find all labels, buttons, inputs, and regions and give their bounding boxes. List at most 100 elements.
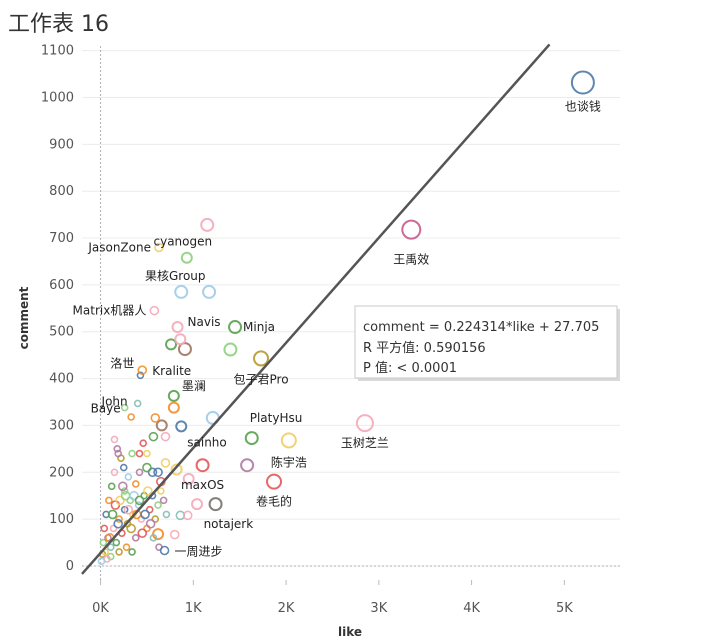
- sheet-title: 工作表 16: [8, 12, 109, 37]
- data-point[interactable]: [177, 342, 192, 357]
- data-point-labeled[interactable]: [136, 371, 145, 380]
- data-point-labeled[interactable]: [149, 305, 160, 316]
- data-point[interactable]: [129, 490, 139, 501]
- data-point[interactable]: [99, 538, 108, 547]
- data-point[interactable]: [134, 495, 145, 506]
- data-point[interactable]: [126, 523, 136, 534]
- data-point[interactable]: [169, 529, 180, 540]
- data-point[interactable]: [162, 510, 171, 519]
- data-point-labeled[interactable]: [167, 389, 180, 402]
- data-point-labeled[interactable]: [244, 431, 259, 446]
- data-point[interactable]: [165, 338, 178, 351]
- data-point[interactable]: [132, 534, 140, 542]
- data-point[interactable]: [120, 490, 131, 501]
- data-point[interactable]: [143, 486, 153, 496]
- data-point[interactable]: [182, 510, 193, 521]
- point-label: 陈宇浩: [271, 454, 307, 469]
- data-point[interactable]: [105, 496, 113, 505]
- data-point[interactable]: [115, 515, 123, 523]
- data-point-labeled[interactable]: [120, 403, 129, 412]
- data-point[interactable]: [109, 524, 118, 533]
- data-point[interactable]: [182, 472, 195, 485]
- data-point[interactable]: [200, 217, 215, 232]
- data-point[interactable]: [143, 449, 151, 458]
- data-point[interactable]: [113, 518, 123, 529]
- data-point[interactable]: [139, 439, 148, 448]
- data-point-labeled[interactable]: [154, 242, 164, 253]
- data-point[interactable]: [115, 548, 123, 556]
- data-point-labeled[interactable]: [180, 251, 193, 264]
- data-point[interactable]: [137, 528, 148, 538]
- data-point[interactable]: [167, 401, 180, 414]
- data-point-labeled[interactable]: [355, 414, 374, 433]
- y-axis-title: comment: [17, 286, 31, 349]
- data-point-labeled[interactable]: [570, 70, 595, 95]
- data-point-labeled[interactable]: [266, 473, 283, 490]
- data-point[interactable]: [191, 498, 204, 511]
- data-point[interactable]: [148, 431, 159, 442]
- data-point[interactable]: [122, 543, 131, 552]
- data-point[interactable]: [110, 500, 121, 510]
- data-point[interactable]: [151, 515, 160, 523]
- data-point[interactable]: [119, 463, 128, 472]
- data-point[interactable]: [127, 413, 135, 421]
- data-point[interactable]: [107, 482, 116, 491]
- y-tick-label: 300: [49, 418, 74, 433]
- data-point[interactable]: [145, 518, 156, 529]
- data-point[interactable]: [145, 505, 154, 514]
- data-point[interactable]: [128, 449, 136, 458]
- data-point-labeled[interactable]: [280, 432, 297, 449]
- data-point[interactable]: [128, 548, 136, 556]
- data-point[interactable]: [132, 480, 140, 488]
- data-point[interactable]: [110, 435, 119, 444]
- data-point[interactable]: [160, 431, 171, 442]
- point-label: 果核Group: [145, 269, 206, 283]
- data-point-labeled[interactable]: [137, 365, 148, 375]
- data-point-labeled[interactable]: [175, 420, 188, 433]
- data-point[interactable]: [159, 496, 168, 505]
- data-point[interactable]: [153, 467, 163, 478]
- data-point[interactable]: [240, 458, 255, 473]
- data-point[interactable]: [157, 487, 165, 495]
- data-point[interactable]: [114, 449, 122, 458]
- data-point[interactable]: [118, 481, 128, 492]
- data-point[interactable]: [135, 468, 144, 477]
- data-point[interactable]: [115, 495, 125, 506]
- data-point-labeled[interactable]: [195, 458, 210, 473]
- data-point[interactable]: [123, 504, 134, 515]
- data-point[interactable]: [152, 528, 165, 541]
- data-point[interactable]: [160, 458, 171, 468]
- data-point[interactable]: [124, 473, 133, 481]
- data-point[interactable]: [135, 449, 144, 458]
- x-tick-label: 0K: [92, 601, 109, 616]
- data-point-labeled[interactable]: [174, 284, 189, 299]
- data-point[interactable]: [97, 557, 106, 566]
- data-point[interactable]: [107, 509, 118, 520]
- data-point[interactable]: [120, 487, 129, 495]
- data-point-labeled[interactable]: [253, 350, 270, 367]
- data-point[interactable]: [170, 463, 183, 476]
- data-point-labeled[interactable]: [133, 399, 142, 408]
- data-point[interactable]: [149, 534, 158, 542]
- point-label: Navis: [188, 315, 221, 329]
- data-point-labeled[interactable]: [208, 497, 223, 512]
- data-point[interactable]: [113, 445, 122, 453]
- data-point[interactable]: [154, 501, 162, 509]
- data-point[interactable]: [202, 284, 217, 299]
- trend-line[interactable]: [81, 43, 551, 575]
- data-point[interactable]: [140, 509, 150, 520]
- data-point[interactable]: [142, 462, 152, 473]
- data-point[interactable]: [155, 419, 168, 432]
- data-point[interactable]: [223, 342, 238, 357]
- data-point[interactable]: [100, 524, 109, 533]
- data-point-labeled[interactable]: [228, 320, 243, 335]
- data-point[interactable]: [110, 468, 119, 477]
- data-point-labeled[interactable]: [401, 219, 422, 240]
- data-point[interactable]: [112, 538, 121, 547]
- data-point[interactable]: [174, 333, 187, 346]
- data-point-labeled[interactable]: [159, 545, 170, 556]
- data-point-labeled[interactable]: [171, 321, 184, 334]
- data-point[interactable]: [106, 543, 115, 552]
- data-point[interactable]: [147, 467, 158, 478]
- data-point[interactable]: [150, 413, 161, 423]
